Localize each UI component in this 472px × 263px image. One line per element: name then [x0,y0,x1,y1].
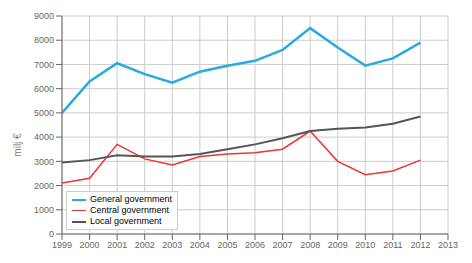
svg-text:2006: 2006 [245,240,265,250]
svg-text:milj €: milj € [12,133,23,157]
svg-text:0: 0 [49,229,54,239]
html-text:Local government: Local government [90,216,162,226]
svg-text:1000: 1000 [34,205,54,215]
html-text:General government: General government [90,194,172,204]
svg-text:2002: 2002 [135,240,155,250]
svg-text:2010: 2010 [355,240,375,250]
svg-text:2004: 2004 [190,240,210,250]
svg-text:2008: 2008 [300,240,320,250]
svg-text:5000: 5000 [34,108,54,118]
svg-text:2013: 2013 [438,240,458,250]
svg-text:2000: 2000 [80,240,100,250]
svg-text:2007: 2007 [273,240,293,250]
svg-text:2000: 2000 [34,181,54,191]
svg-text:2011: 2011 [383,240,402,250]
svg-text:8000: 8000 [34,35,54,45]
svg-text:6000: 6000 [34,84,54,94]
svg-text:7000: 7000 [34,60,54,70]
svg-text:4000: 4000 [34,132,54,142]
svg-text:2005: 2005 [217,240,237,250]
svg-text:2001: 2001 [107,240,127,250]
svg-text:9000: 9000 [34,11,54,21]
svg-text:2009: 2009 [328,240,348,250]
svg-text:2003: 2003 [162,240,182,250]
svg-text:2012: 2012 [410,240,430,250]
svg-text:3000: 3000 [34,157,54,167]
svg-text:1999: 1999 [52,240,72,250]
html-text:Central government: Central government [90,205,169,215]
